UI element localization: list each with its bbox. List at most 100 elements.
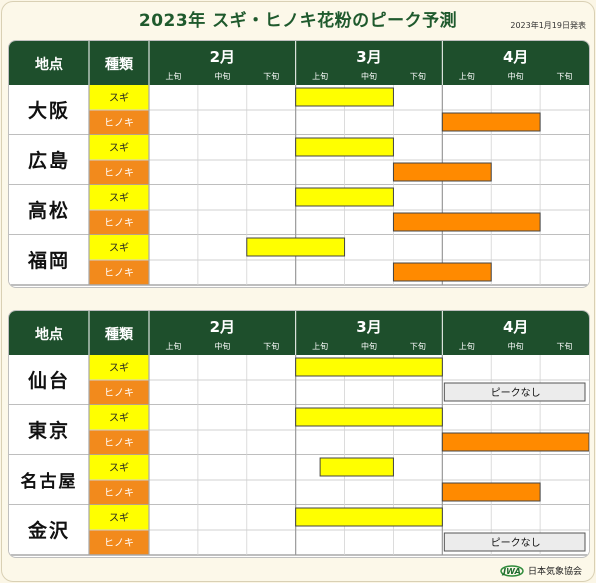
type-cell — [89, 480, 149, 505]
type-label-hinoki: ヒノキ — [104, 267, 134, 279]
type-cell — [89, 110, 149, 135]
location-cell — [9, 235, 89, 285]
type-cell — [89, 260, 149, 285]
type-label-sugi: スギ — [109, 192, 129, 204]
type-cell — [89, 505, 149, 530]
location-cell — [9, 185, 89, 235]
organization-name: 日本気象協会 — [527, 566, 582, 577]
type-cell — [89, 160, 149, 185]
type-cell — [89, 210, 149, 235]
no-peak-label: ピークなし — [491, 537, 541, 549]
hinoki-peak-bar — [441, 112, 541, 132]
hinoki-peak-bar — [441, 432, 589, 452]
period-label: 上旬 — [459, 71, 475, 81]
sugi-peak-bar — [295, 137, 394, 157]
type-label-hinoki: ヒノキ — [104, 487, 134, 499]
sugi-peak-bar — [319, 457, 394, 477]
type-label-hinoki: ヒノキ — [104, 117, 134, 129]
grid-row — [149, 160, 589, 185]
type-cell — [89, 355, 149, 380]
period-label: 中旬 — [361, 71, 377, 81]
issued-date: 2023年1月19日発表 — [510, 21, 586, 30]
west-japan-chart: 地点 種類 2月 3月 4月 上旬 中旬 下旬 上旬 中旬 下旬 上旬 中旬 下旬 大阪 スギ ヒノキ 広島 スギヒ… — [8, 40, 590, 288]
location-cell — [9, 85, 89, 135]
period-label: 上旬 — [165, 341, 181, 351]
header-type: 種類 — [105, 326, 134, 343]
sugi-peak-bar — [295, 407, 443, 427]
location-name: 東京 — [28, 419, 70, 442]
header-location: 地点 — [35, 326, 63, 343]
no-peak-box — [443, 382, 586, 402]
period-label: 下旬 — [557, 341, 573, 351]
month-label: 3月 — [356, 318, 381, 336]
sugi-peak-bar — [295, 357, 443, 377]
grid-row — [149, 260, 589, 285]
period-label: 中旬 — [214, 71, 230, 81]
type-label-sugi: スギ — [109, 512, 129, 524]
type-label-hinoki: ヒノキ — [104, 387, 134, 399]
type-label-hinoki: ヒノキ — [104, 437, 134, 449]
type-label-sugi: スギ — [109, 362, 129, 374]
hinoki-peak-bar — [392, 212, 541, 232]
no-peak-label: ピークなし — [491, 387, 541, 399]
chart-title: 2023年 スギ・ヒノキ花粉のピーク予測 — [138, 11, 458, 31]
type-cell — [89, 455, 149, 480]
hinoki-peak-bar — [392, 162, 492, 182]
sugi-peak-bar — [295, 187, 394, 207]
month-label: 4月 — [503, 48, 528, 66]
period-label: 中旬 — [508, 71, 524, 81]
period-label: 上旬 — [165, 71, 181, 81]
type-cell — [89, 530, 149, 555]
period-label: 中旬 — [508, 341, 524, 351]
header-type: 種類 — [105, 56, 134, 73]
type-label-sugi: スギ — [109, 242, 129, 254]
jwa-logo-icon: JWA — [500, 565, 524, 577]
east-japan-chart: 地点 種類 2月 3月 4月 上旬 中旬 下旬 上旬 中旬 下旬 上旬 中旬 下旬 仙台 スギ ヒノキ 東京 スギヒ… — [8, 310, 590, 558]
type-cell — [89, 430, 149, 455]
period-label: 下旬 — [263, 71, 279, 81]
period-label: 下旬 — [557, 71, 573, 81]
month-label: 3月 — [356, 48, 381, 66]
period-label: 中旬 — [361, 341, 377, 351]
month-label: 2月 — [210, 48, 235, 66]
location-cell — [9, 135, 89, 185]
svg-text:JWA: JWA — [501, 567, 521, 576]
location-cell — [9, 405, 89, 455]
type-label-hinoki: ヒノキ — [104, 167, 134, 179]
period-label: 下旬 — [410, 341, 426, 351]
type-label-sugi: スギ — [109, 142, 129, 154]
location-name: 名古屋 — [21, 471, 78, 492]
header-location: 地点 — [35, 56, 63, 73]
period-label: 中旬 — [214, 341, 230, 351]
table-header — [9, 311, 589, 355]
table-header — [9, 41, 589, 85]
type-cell — [89, 85, 149, 110]
location-name: 仙台 — [28, 369, 70, 392]
month-label: 4月 — [503, 318, 528, 336]
location-name: 大阪 — [28, 99, 70, 122]
location-cell — [9, 505, 89, 555]
type-label-hinoki: ヒノキ — [104, 217, 134, 229]
period-label: 下旬 — [410, 71, 426, 81]
type-label-sugi: スギ — [109, 412, 129, 424]
type-label-hinoki: ヒノキ — [104, 537, 134, 549]
location-cell — [9, 355, 89, 405]
type-cell — [89, 185, 149, 210]
type-cell — [89, 405, 149, 430]
type-cell — [89, 135, 149, 160]
type-cell — [89, 380, 149, 405]
location-name: 広島 — [28, 149, 70, 172]
no-peak-box — [443, 532, 586, 552]
location-cell — [9, 455, 89, 505]
location-name: 福岡 — [27, 249, 70, 272]
location-name: 高松 — [28, 199, 70, 222]
period-label: 上旬 — [312, 341, 328, 351]
sugi-peak-bar — [295, 87, 394, 107]
sugi-peak-bar — [246, 237, 346, 257]
type-label-sugi: スギ — [109, 462, 129, 474]
type-cell — [89, 235, 149, 260]
sugi-peak-bar — [295, 507, 443, 527]
period-label: 上旬 — [459, 341, 475, 351]
